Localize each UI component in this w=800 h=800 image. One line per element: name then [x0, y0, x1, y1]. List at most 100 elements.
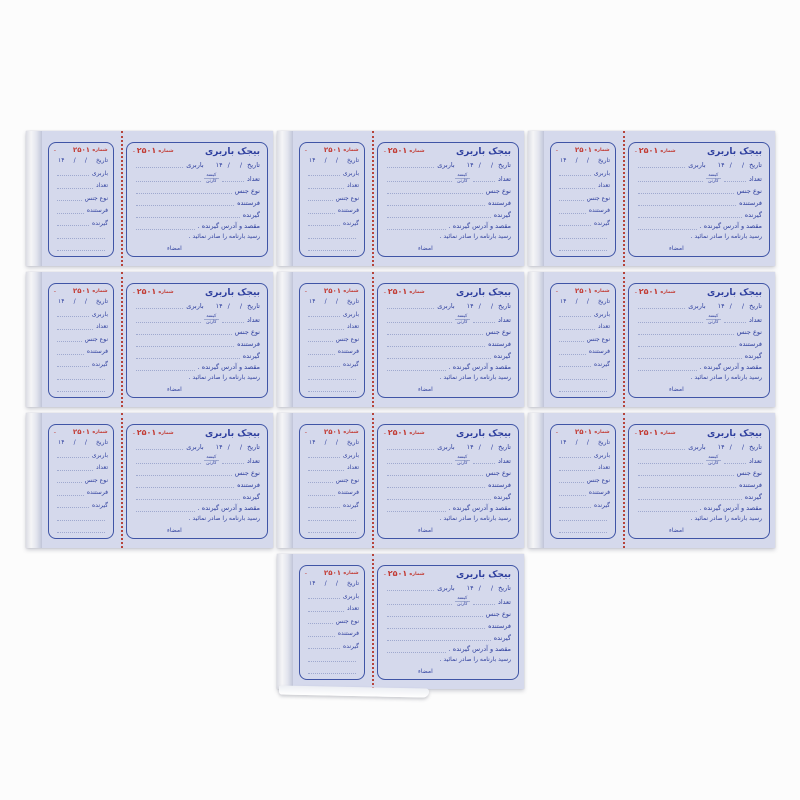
serial-dash: ـ	[635, 147, 637, 154]
main-header-row: بیجک باربری شماره ۲۵۰۱ ـ	[133, 429, 260, 440]
serial-number: ۲۵۰۱	[574, 428, 593, 436]
write-line	[57, 182, 93, 189]
receiver-row: گیرنده	[384, 634, 511, 642]
write-line	[638, 187, 734, 194]
stub-receiver-row: گیرنده	[556, 360, 610, 368]
serial-dash: ـ	[384, 147, 386, 154]
stub-form: شماره ۲۵۰۱ ـ تاریخ / / ۱۴ باربری	[42, 272, 121, 407]
date-slash: /	[324, 298, 327, 306]
instruction-text: رسید بارنامه را صادر نمائید .	[690, 515, 762, 523]
date-year: ۱۴	[309, 580, 316, 588]
date-year: ۱۴	[717, 301, 725, 310]
write-line	[308, 244, 356, 251]
sender-row: فرستنده	[133, 481, 260, 489]
serial-stamp: شماره	[409, 429, 425, 436]
pad-slot: بیجک باربری شماره ۲۵۰۱ ـ تاریخ / / ۱۴	[277, 413, 524, 548]
instruction-text: رسید بارنامه را صادر نمائید .	[439, 233, 511, 241]
write-line	[136, 505, 195, 512]
write-line	[308, 489, 335, 496]
signature-row: امضاء	[133, 386, 260, 393]
unit-option-carton: کارتن	[706, 460, 721, 467]
write-line	[308, 219, 341, 227]
quantity-label: تعداد	[748, 456, 762, 465]
sender-label: فرستنده	[237, 339, 260, 348]
write-line	[57, 489, 84, 496]
quantity-label: تعداد	[246, 456, 260, 465]
signature-row: امضاء	[133, 245, 260, 252]
pad-paper: بیجک باربری شماره ۲۵۰۱ ـ تاریخ / / ۱۴	[42, 131, 273, 266]
instruction-row: رسید بارنامه را صادر نمائید .	[635, 516, 762, 523]
write-line	[308, 592, 340, 600]
unit-options: کیسه کارتن	[204, 455, 219, 467]
unit-option-bag: کیسه	[457, 454, 468, 460]
stub-goods-type-row: نوع جنس	[54, 476, 108, 484]
stub-serial-row: شماره ۲۵۰۱ ـ	[305, 429, 359, 436]
quantity-label: تعداد	[346, 464, 359, 472]
sender-row: فرستنده	[133, 340, 260, 348]
stub-quantity-row: تعداد	[556, 464, 610, 472]
stub-receiver-row: گیرنده	[54, 219, 108, 227]
sender-label: فرستنده	[739, 480, 762, 489]
date-year: ۱۴	[717, 442, 725, 451]
write-line	[57, 373, 105, 380]
main-form: بیجک باربری شماره ۲۵۰۱ ـ تاریخ / / ۱۴	[374, 272, 524, 407]
serial-stamp: شماره	[92, 288, 108, 294]
serial-number: ۲۵۰۱	[323, 569, 342, 577]
serial-dash: ـ	[133, 147, 135, 154]
write-line	[638, 161, 686, 168]
serial-group: شماره ۲۵۰۱ ـ	[635, 288, 676, 296]
write-line	[559, 489, 586, 496]
write-line	[387, 352, 491, 359]
main-form: بیجک باربری شماره ۲۵۰۱ ـ تاریخ / / ۱۴	[625, 131, 775, 266]
receipt-pad: بیجک باربری شماره ۲۵۰۱ ـ تاریخ / / ۱۴	[26, 413, 273, 548]
serial-dash: ـ	[384, 570, 386, 577]
pad-spine	[26, 131, 42, 266]
stub-sender-row: فرستنده	[305, 630, 359, 638]
main-form: بیجک باربری شماره ۲۵۰۱ ـ تاریخ / / ۱۴	[123, 413, 273, 548]
goods-type-label: نوع جنس	[736, 327, 762, 336]
receipt-pad: بیجک باربری شماره ۲۵۰۱ ـ تاریخ / / ۱۴	[528, 413, 775, 548]
instruction-text: رسید بارنامه را صادر نمائید .	[439, 374, 511, 382]
date-slash: /	[84, 439, 87, 447]
date-year: ۱۴	[560, 298, 567, 306]
quantity-row: تعداد کیسه کارتن	[384, 314, 511, 325]
destination-row: مقصد و آدرس گیرنده .	[635, 223, 762, 231]
write-line	[308, 642, 341, 650]
perforation-line	[372, 413, 374, 548]
date-label: تاریخ	[247, 442, 260, 451]
write-line	[387, 457, 453, 465]
pad-slot: بیجک باربری شماره ۲۵۰۱ ـ تاریخ / / ۱۴	[277, 554, 524, 689]
sender-label: فرستنده	[337, 348, 359, 356]
main-header-row: بیجک باربری شماره ۲۵۰۱ ـ	[384, 288, 511, 299]
main-form-border: بیجک باربری شماره ۲۵۰۱ ـ تاریخ / / ۱۴	[377, 142, 519, 257]
goods-type-label: نوع جنس	[335, 194, 359, 202]
signature-label: امضاء	[418, 244, 433, 252]
stub-quantity-row: تعداد	[54, 464, 108, 472]
perforation-line	[372, 131, 374, 266]
stub-border: شماره ۲۵۰۱ ـ تاریخ / / ۱۴ باربری	[299, 565, 365, 680]
date-slash: /	[741, 301, 745, 310]
stub-form: شماره ۲۵۰۱ ـ تاریخ / / ۱۴ باربری	[293, 554, 372, 689]
write-line	[308, 476, 333, 484]
form-title: بیجک باربری	[455, 288, 511, 298]
serial-stamp: شماره	[409, 570, 425, 577]
sender-row: فرستنده	[635, 199, 762, 207]
date-year: ۱۴	[466, 160, 474, 169]
write-line	[387, 175, 453, 183]
pad-paper: بیجک باربری شماره ۲۵۰۱ ـ تاریخ / / ۱۴	[293, 413, 524, 548]
goods-type-row: نوع جنس	[384, 328, 511, 336]
pad-slot: بیجک باربری شماره ۲۵۰۱ ـ تاریخ / / ۱۴	[528, 413, 775, 548]
pad-spine	[277, 554, 293, 689]
write-line	[308, 451, 340, 459]
signature-row: امضاء	[635, 527, 762, 534]
date-year: ۱۴	[309, 439, 316, 447]
write-line	[559, 335, 584, 343]
unit-option-carton: کارتن	[455, 601, 470, 608]
perforation-line	[372, 554, 374, 689]
stub-quantity-row: تعداد	[305, 605, 359, 613]
unit-option-bag: کیسه	[708, 172, 719, 178]
write-line	[387, 634, 491, 641]
write-line	[57, 476, 82, 484]
receiver-label: گیرنده	[594, 219, 610, 227]
carrier-label: باربری	[186, 442, 204, 451]
